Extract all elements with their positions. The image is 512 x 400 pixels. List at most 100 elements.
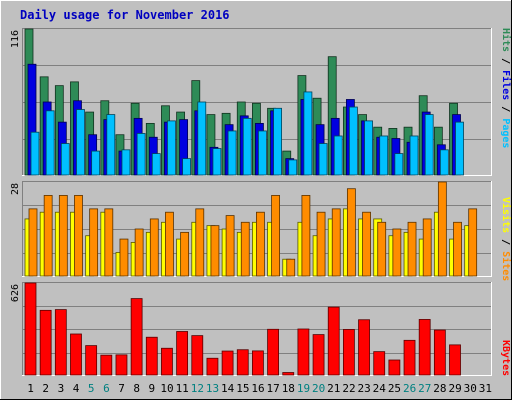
day-label-22: 22: [342, 382, 355, 395]
day-label-15: 15: [236, 382, 249, 395]
day-label-29: 29: [448, 382, 461, 395]
bar-pages-day-19: [303, 91, 313, 176]
y-max-label: 28: [10, 183, 21, 195]
bar-kbytes-day-8: [130, 298, 143, 376]
bar-pages-day-12: [197, 101, 207, 176]
panel-hits-files-pages: 116: [10, 28, 492, 176]
bar-sites-day-21: [331, 208, 341, 277]
bar-pages-day-21: [333, 135, 343, 176]
bar-sites-day-22: [346, 188, 356, 277]
legend-separator: /: [500, 52, 511, 70]
bar-sites-day-4: [74, 195, 83, 277]
bar-sites-day-24: [377, 221, 387, 277]
bar-sites-day-10: [165, 211, 174, 277]
bar-sites-day-6: [104, 208, 114, 277]
bar-pages-day-29: [455, 121, 464, 176]
bar-kbytes-day-7: [115, 354, 128, 376]
bar-pages-day-26: [409, 135, 419, 176]
bar-sites-day-29: [453, 221, 462, 277]
day-label-14: 14: [221, 382, 235, 395]
bar-pages-day-9: [151, 153, 161, 176]
day-label-18: 18: [282, 382, 295, 395]
bar-pages-day-24: [379, 135, 389, 176]
bar-sites-day-14: [225, 215, 235, 277]
bar-kbytes-day-11: [176, 331, 189, 376]
day-label-28: 28: [433, 382, 446, 395]
bar-kbytes-day-12: [191, 335, 204, 376]
bar-pages-day-2: [45, 110, 55, 176]
bar-sites-day-20: [316, 211, 326, 277]
bar-pages-day-1: [30, 131, 40, 176]
legend-separator: /: [500, 233, 511, 251]
bar-sites-day-18: [286, 258, 296, 277]
legend-entry-files: Files: [500, 70, 512, 100]
day-label-8: 8: [133, 382, 140, 395]
bar-sites-day-26: [407, 221, 417, 277]
bar-pages-day-17: [273, 107, 282, 176]
bar-sites-day-9: [149, 218, 159, 277]
bar-pages-day-8: [136, 133, 146, 176]
bar-kbytes-day-4: [70, 333, 82, 376]
bar-pages-day-20: [318, 143, 328, 176]
bar-kbytes-day-2: [39, 309, 52, 376]
bar-pages-day-13: [212, 148, 222, 176]
day-label-4: 4: [73, 382, 80, 395]
day-label-12: 12: [191, 382, 204, 395]
bar-kbytes-day-20: [312, 334, 325, 376]
bar-pages-day-5: [91, 150, 101, 176]
day-label-7: 7: [118, 382, 125, 395]
bar-kbytes-day-29: [449, 344, 461, 376]
bar-sites-day-12: [195, 208, 205, 277]
day-label-2: 2: [42, 382, 49, 395]
day-label-24: 24: [373, 382, 387, 395]
day-label-21: 21: [327, 382, 340, 395]
bar-kbytes-day-10: [161, 347, 173, 376]
legend-visits-sites-text: Visits / Sites: [500, 197, 512, 281]
day-label-27: 27: [418, 382, 431, 395]
day-label-25: 25: [388, 382, 401, 395]
bar-sites-day-3: [58, 195, 68, 277]
day-axis-labels: 1 2 3 4 5 6 7 8 9 10 11 12 13 14 15 16 17 18 19 20 21 22 23 24 2…: [27, 382, 492, 395]
bar-pages-day-16: [258, 130, 267, 176]
bar-pages-day-3: [60, 143, 70, 176]
bar-sites-day-7: [119, 238, 129, 277]
bar-pages-day-15: [242, 117, 252, 176]
legend-kbytes-text: KBytes: [500, 340, 511, 376]
bar-sites-day-23: [362, 211, 371, 277]
bar-sites-day-8: [134, 228, 144, 277]
bar-pages-day-10: [167, 120, 176, 176]
day-label-10: 10: [160, 382, 173, 395]
day-label-3: 3: [58, 382, 65, 395]
bar-kbytes-day-6: [100, 354, 113, 376]
legend-hits-files-pages-text: Hits / Files / Pages: [500, 28, 512, 148]
day-label-5: 5: [88, 382, 95, 395]
bar-sites-day-17: [271, 195, 280, 277]
day-label-26: 26: [403, 382, 416, 395]
bar-kbytes-day-24: [373, 351, 386, 376]
bar-kbytes-day-21: [327, 306, 340, 376]
bar-sites-day-1: [28, 208, 38, 277]
bar-kbytes-day-17: [267, 328, 279, 376]
bar-kbytes-day-27: [418, 319, 431, 376]
legend-visits-sites: Visits / Sites: [500, 197, 512, 281]
bar-sites-day-2: [43, 195, 53, 277]
day-label-17: 17: [267, 382, 280, 395]
bar-sites-day-28: [437, 181, 447, 277]
legend-hits-files-pages: Hits / Files / Pages: [500, 28, 512, 148]
day-label-11: 11: [176, 382, 189, 395]
bar-kbytes-day-25: [388, 359, 401, 376]
bar-sites-day-11: [180, 231, 190, 277]
legend-entry-pages: Pages: [500, 118, 511, 148]
day-label-19: 19: [297, 382, 310, 395]
bar-sites-day-30: [468, 208, 478, 277]
bar-pages-day-22: [348, 106, 358, 176]
legend-entry-kbytes: KBytes: [500, 340, 511, 376]
bar-kbytes-day-23: [358, 319, 370, 376]
day-label-13: 13: [206, 382, 219, 395]
bar-pages-day-6: [106, 114, 116, 176]
bar-kbytes-day-9: [145, 336, 158, 376]
bar-kbytes-day-15: [236, 349, 249, 376]
bar-pages-day-11: [182, 158, 192, 176]
bar-sites-day-16: [256, 211, 265, 277]
